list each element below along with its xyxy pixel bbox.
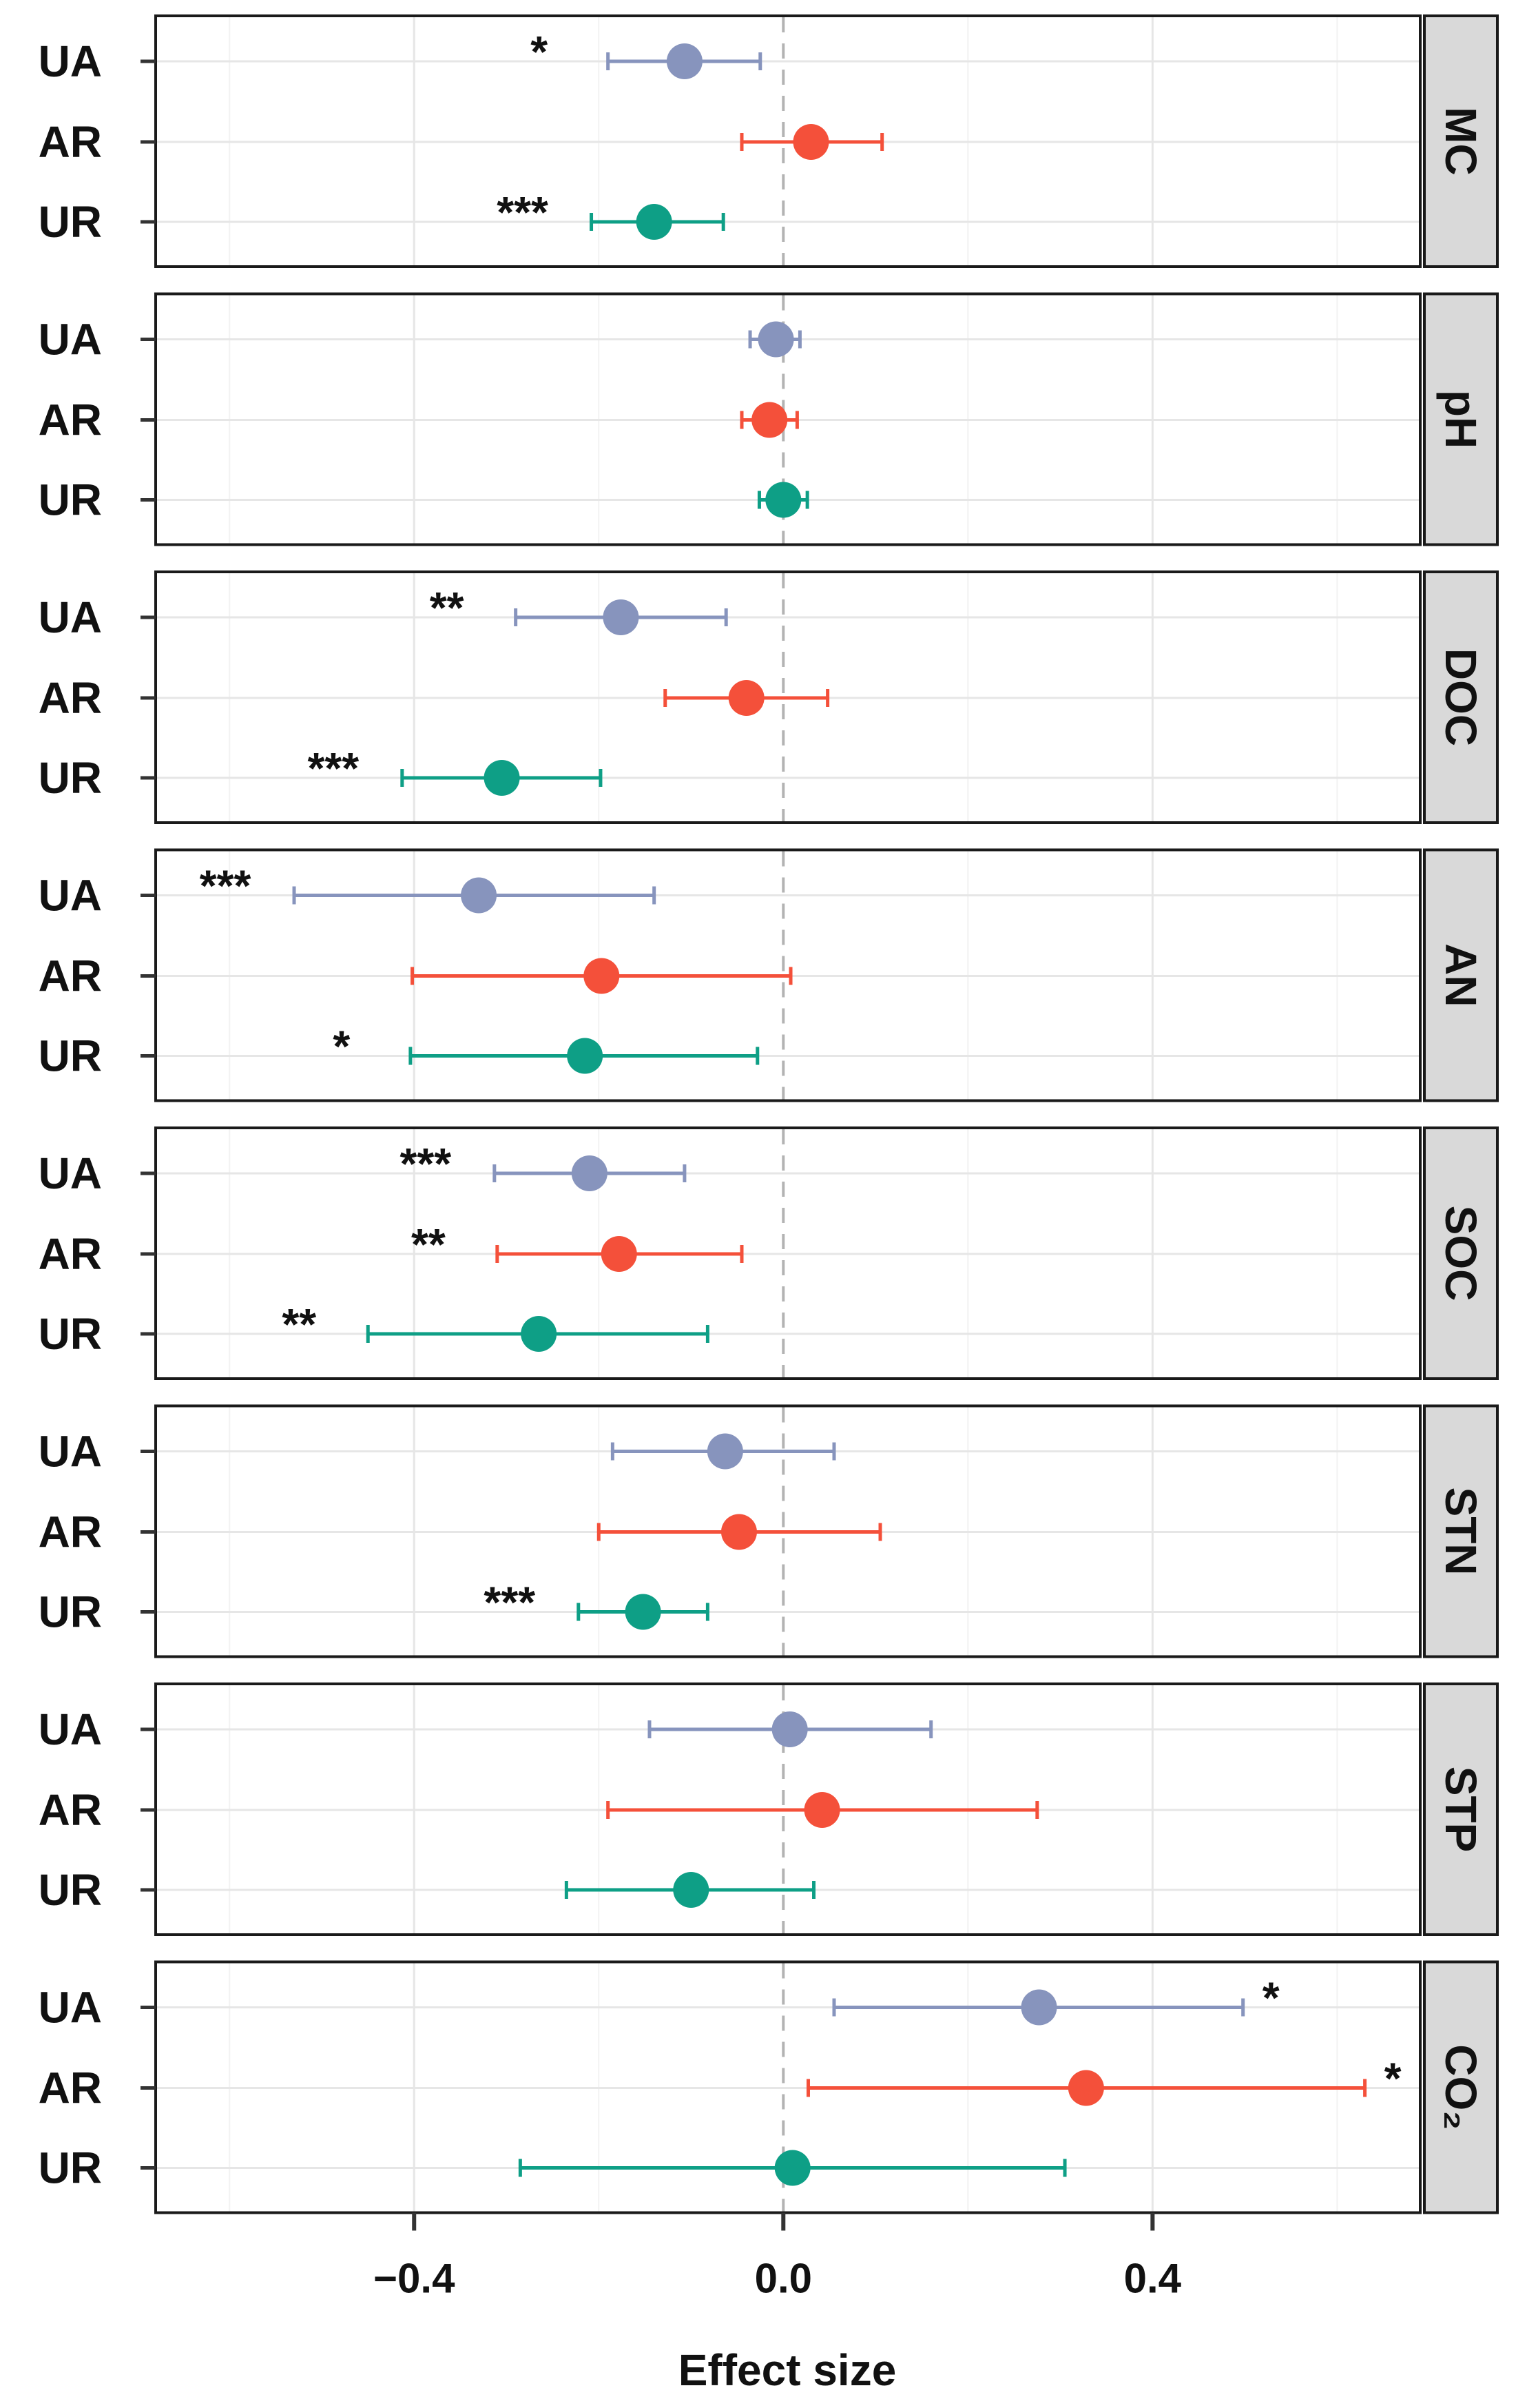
category-label: UR	[39, 1587, 102, 1637]
effect-point	[707, 1433, 743, 1470]
effect-point	[484, 760, 520, 796]
facet-strip-label: AN	[1436, 943, 1486, 1007]
significance-stars: **	[430, 583, 464, 632]
facet-strip-label: MC	[1436, 107, 1486, 176]
category-label: UA	[39, 871, 102, 920]
effect-point	[758, 321, 794, 358]
facet-strip-label: STP	[1436, 1767, 1486, 1852]
category-label: UA	[39, 1427, 102, 1476]
significance-stars: **	[411, 1220, 446, 1269]
panel-5: STN UA AR UR ***	[39, 1404, 1499, 1658]
x-tick-label: 0.4	[1124, 2256, 1182, 2302]
category-label: AR	[39, 951, 102, 1001]
significance-stars: *	[333, 1022, 350, 1071]
category-label: UA	[39, 1705, 102, 1754]
effect-point	[583, 958, 620, 994]
facet-strip	[1423, 1960, 1499, 2214]
category-label: UR	[39, 475, 102, 525]
category-label: AR	[39, 673, 102, 723]
effect-point	[765, 482, 802, 518]
effect-point	[461, 877, 497, 914]
facet-strip-label: STN	[1436, 1488, 1486, 1576]
panel-6: STP UA AR UR	[39, 1682, 1499, 1936]
effect-point	[728, 680, 765, 716]
category-label: AR	[39, 1507, 102, 1557]
significance-stars: ***	[200, 861, 251, 911]
significance-stars: **	[282, 1299, 316, 1349]
effect-point	[751, 402, 788, 438]
effect-point	[673, 1872, 709, 1908]
facet-strip-label: SOC	[1436, 1206, 1486, 1301]
effect-point	[521, 1316, 557, 1352]
category-label: AR	[39, 2064, 102, 2113]
effect-point	[666, 43, 703, 79]
category-label: UR	[39, 1865, 102, 1915]
effect-point	[625, 1594, 661, 1630]
panel-7: CO₂ UA * AR * UR	[39, 1960, 1499, 2214]
effect-point	[567, 1038, 603, 1074]
effect-point	[774, 2150, 811, 2186]
category-label: UR	[39, 1309, 102, 1359]
x-axis: −0.4 0.0 0.4	[373, 2212, 1182, 2302]
facet-strip	[1423, 1126, 1499, 1380]
facet-strip	[1423, 14, 1499, 268]
facet-strip-label: DOC	[1436, 648, 1486, 746]
significance-stars: ***	[497, 187, 548, 237]
effect-point	[603, 599, 639, 635]
category-label: AR	[39, 1785, 102, 1835]
effect-point	[771, 1711, 808, 1747]
panel-1: pH UA AR UR	[39, 292, 1499, 546]
effect-point	[601, 1236, 637, 1272]
facet-strip	[1423, 1682, 1499, 1936]
category-label: UR	[39, 2143, 102, 2193]
significance-stars: *	[1384, 2054, 1402, 2103]
x-axis-title: Effect size	[678, 2345, 897, 2395]
panel-3: AN UA *** AR UR *	[39, 848, 1499, 1102]
x-tick-label: −0.4	[373, 2256, 455, 2302]
facet-strip-label: pH	[1436, 390, 1486, 449]
category-label: AR	[39, 117, 102, 167]
facet-strip	[1423, 1404, 1499, 1658]
category-label: UR	[39, 1031, 102, 1081]
effect-point	[571, 1155, 607, 1191]
effect-point	[636, 204, 672, 240]
facet-strip-label: CO₂	[1436, 2044, 1486, 2130]
effect-point	[720, 1514, 757, 1550]
category-label: UA	[39, 1983, 102, 2033]
significance-stars: *	[530, 27, 548, 76]
category-label: UR	[39, 753, 102, 803]
facet-strip	[1423, 848, 1499, 1102]
significance-stars: *	[1263, 1973, 1280, 2023]
facet-strip	[1423, 570, 1499, 824]
effect-point	[793, 124, 829, 160]
significance-stars: ***	[484, 1578, 535, 1627]
category-label: UA	[39, 593, 102, 642]
panel-4: SOC UA *** AR ** UR **	[39, 1126, 1499, 1380]
effect-point	[1068, 2070, 1104, 2106]
category-label: UA	[39, 1149, 102, 1198]
facet-strip	[1423, 292, 1499, 546]
significance-stars: ***	[307, 743, 359, 793]
x-tick-label: 0.0	[755, 2256, 812, 2302]
panel-2: DOC UA ** AR UR ***	[39, 570, 1499, 824]
effect-point	[1021, 1989, 1057, 2026]
category-label: UA	[39, 315, 102, 364]
category-label: AR	[39, 1229, 102, 1279]
panel-0: MC UA * AR UR ***	[39, 14, 1499, 268]
effect-point	[804, 1792, 840, 1828]
category-label: UA	[39, 37, 102, 86]
category-label: UR	[39, 197, 102, 247]
significance-stars: ***	[399, 1139, 451, 1188]
category-label: AR	[39, 395, 102, 445]
